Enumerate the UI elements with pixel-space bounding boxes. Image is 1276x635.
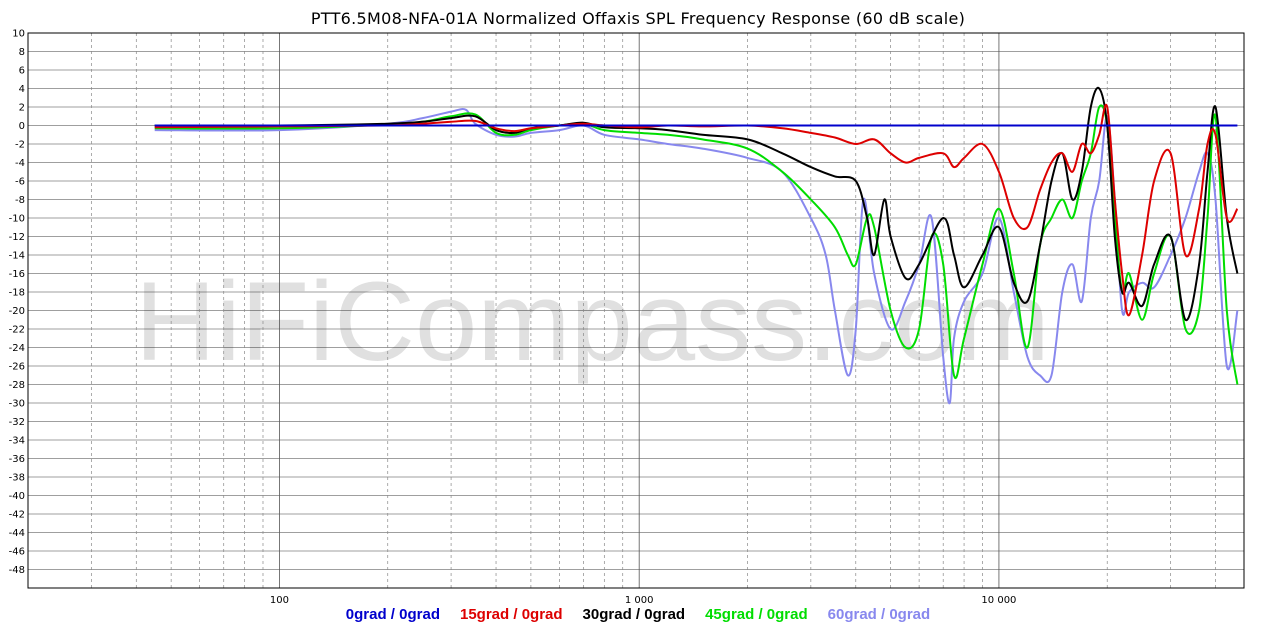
y-tick-label: -2 [15,140,25,151]
y-tick-label: -42 [9,510,25,521]
y-tick-label: -18 [9,288,25,299]
legend-entry: 15grad / 0grad [460,606,563,623]
x-tick-label: 1 000 [625,595,654,606]
y-tick-label: 0 [19,121,25,132]
y-tick-label: -34 [9,436,25,447]
legend-entry: 30grad / 0grad [582,606,686,623]
y-tick-label: -26 [9,362,25,373]
legend-entry: 60grad / 0grad [827,606,931,623]
series-line-15grad [154,103,1239,317]
legend-entry: 0grad / 0grad [345,606,440,623]
y-tick-label: -30 [9,399,25,410]
x-tick-label: 10 000 [981,595,1016,606]
y-tick-label: -44 [9,528,25,539]
y-tick-label: -48 [9,565,25,576]
y-tick-label: -12 [9,232,25,243]
y-tick-label: -38 [9,473,25,484]
y-tick-label: -6 [15,177,25,188]
y-tick-label: -20 [9,306,25,317]
y-tick-label: -32 [9,417,25,428]
y-tick-label: -40 [9,491,25,502]
y-tick-label: -36 [9,454,25,465]
y-tick-label: -8 [15,195,25,206]
series-line-60grad [154,108,1239,405]
series-lines [154,86,1239,405]
y-tick-label: 2 [19,103,25,114]
y-tick-label: -46 [9,547,25,558]
plot-frame [27,32,1245,589]
y-tick-label: 4 [19,84,25,95]
grid [28,32,1244,589]
y-tick-label: -16 [9,269,25,280]
y-tick-label: 6 [19,66,25,77]
y-tick-label: 10 [12,29,25,40]
y-tick-label: -10 [9,214,25,225]
y-tick-label: 8 [19,47,25,58]
x-tick-label: 100 [270,595,289,606]
axes: 10 8 6 4 2 0 -2 -4 -6 -8 -10 -12 -14 -16 -18 -20 -22 -24 -… [9,29,1245,606]
y-tick-label: -24 [9,343,25,354]
y-tick-label: -28 [9,380,25,391]
watermark: HiFiCompass.com [135,259,1050,384]
chart-title: PTT6.5M08-NFA-01A Normalized Offaxis SPL… [310,9,966,28]
y-tick-label: -4 [15,158,25,169]
legend-entry: 45grad / 0grad [705,606,808,623]
y-tick-label: -14 [9,251,25,262]
y-tick-label: -22 [9,325,25,336]
legend: 0grad / 0grad 15grad / 0grad 30grad / 0gra… [0,606,1276,623]
